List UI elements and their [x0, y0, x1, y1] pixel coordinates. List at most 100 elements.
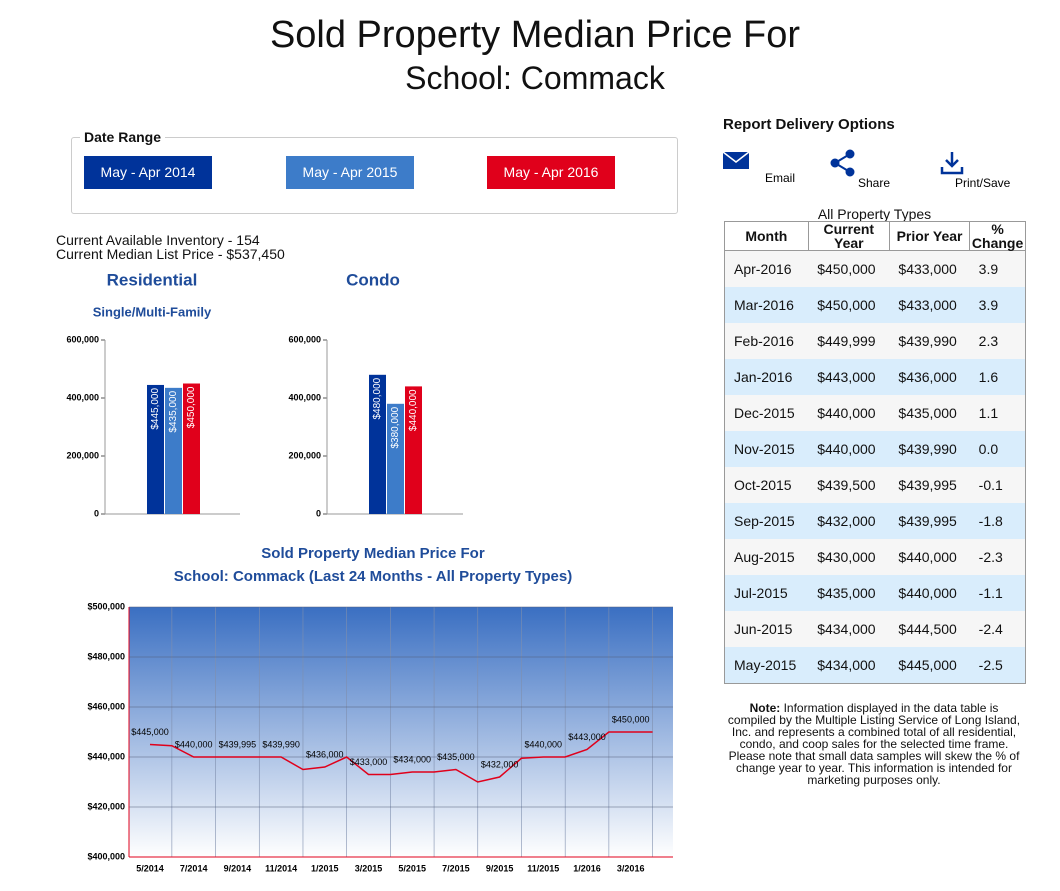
chart-title: Sold Property Median Price For [261, 545, 485, 562]
data-label: $436,000 [306, 749, 344, 759]
table-cell: Nov-2015 [724, 431, 809, 467]
y-tick-label: 600,000 [288, 334, 321, 344]
delivery-option[interactable]: Print/Save [955, 176, 1011, 190]
y-tick-label: $420,000 [87, 801, 125, 811]
table-cell: Oct-2015 [724, 467, 809, 503]
data-label: $439,995 [219, 739, 257, 749]
data-label: $433,000 [350, 757, 388, 767]
table-row: Nov-2015 $440,000 $439,990 0.0 [724, 431, 1026, 467]
delivery-option[interactable]: Share [858, 176, 890, 190]
y-tick-label: 600,000 [66, 334, 99, 344]
table-cell: $450,000 [808, 287, 890, 323]
bar [387, 403, 404, 514]
table-cell: $432,000 [808, 503, 890, 539]
y-tick-label: 200,000 [66, 450, 99, 460]
date-button[interactable]: May - Apr 2016 [487, 156, 615, 189]
bar [369, 374, 386, 514]
table-cell: $436,000 [889, 359, 970, 395]
y-tick-label: 200,000 [288, 450, 321, 460]
table-cell: $435,000 [889, 395, 970, 431]
bar [405, 386, 422, 514]
data-label: $434,000 [393, 754, 431, 764]
y-tick-label: $400,000 [87, 851, 125, 861]
bar-label: $435,000 [168, 390, 179, 432]
chart-title: Residential [107, 270, 198, 289]
table-cell: $440,000 [808, 431, 890, 467]
y-tick-label: 400,000 [288, 392, 321, 402]
table-row: Oct-2015 $439,500 $439,995 -0.1 [724, 467, 1026, 503]
bar-label: $440,000 [408, 389, 419, 431]
print-icon[interactable] [940, 152, 964, 175]
table-cell: Mar-2016 [724, 287, 809, 323]
column-header: Prior Year [888, 221, 971, 251]
date-button[interactable]: May - Apr 2014 [84, 156, 212, 189]
inventory: Current Available Inventory - 154 Current… [56, 233, 285, 261]
chart-subtitle: Single/Multi-Family [93, 304, 212, 319]
bar-label: $445,000 [150, 388, 161, 430]
table-cell: Dec-2015 [724, 395, 809, 431]
delivery-option[interactable]: Email [765, 171, 795, 185]
share-icon[interactable] [830, 149, 855, 177]
note-text: Information displayed in the data table … [727, 701, 1021, 787]
table-cell: -1.1 [969, 575, 1026, 611]
table-cell: $440,000 [889, 539, 970, 575]
data-table: Month Current Year Prior Year% Change Apr-2… [724, 221, 1026, 684]
data-label: $440,000 [525, 739, 563, 749]
x-tick-label: 11/2015 [527, 863, 559, 873]
table-cell: -0.1 [969, 467, 1026, 503]
table-cell: -2.5 [969, 647, 1026, 684]
data-label: $439,990 [262, 739, 300, 749]
data-label: $435,000 [437, 752, 475, 762]
chart-subtitle: School: Commack (Last 24 Months - All Pr… [174, 568, 572, 585]
email-icon[interactable] [722, 151, 750, 169]
y-tick-label: 0 [94, 508, 99, 518]
column-header: Month [724, 221, 809, 251]
table-row: May-2015 $434,000 $445,000 -2.5 [724, 647, 1026, 684]
table-row: Aug-2015 $430,000 $440,000 -2.3 [724, 539, 1026, 575]
x-tick-label: 9/2014 [224, 863, 252, 873]
table-cell: 3.9 [969, 250, 1026, 287]
table-cell: 3.9 [969, 287, 1026, 323]
x-tick-label: 9/2015 [486, 863, 514, 873]
table-row: Jun-2015 $434,000 $444,500 -2.4 [724, 611, 1026, 647]
data-label: $450,000 [612, 714, 650, 724]
x-tick-label: 5/2014 [136, 863, 164, 873]
y-tick-label: $460,000 [87, 701, 125, 711]
chart-title: Condo [346, 270, 400, 289]
table-cell: -2.4 [969, 611, 1026, 647]
table-cell: Aug-2015 [724, 539, 809, 575]
data-label: $440,000 [175, 739, 213, 749]
y-tick-label: $480,000 [87, 651, 125, 661]
x-tick-label: 1/2016 [573, 863, 601, 873]
date-button[interactable]: May - Apr 2015 [286, 156, 414, 189]
x-tick-label: 3/2015 [355, 863, 383, 873]
table-cell: $439,990 [889, 431, 970, 467]
table-cell: Jul-2015 [724, 575, 809, 611]
column-header: % Change [969, 221, 1026, 251]
table-cell: 2.3 [969, 323, 1026, 359]
table-cell: -1.8 [969, 503, 1026, 539]
bar-label: $380,000 [390, 406, 401, 448]
line-series [149, 731, 653, 783]
table-cell: 0.0 [969, 431, 1026, 467]
table-cell: 1.6 [969, 359, 1026, 395]
y-tick-label: 400,000 [66, 392, 99, 402]
table-cell: $449,999 [808, 323, 890, 359]
table-cell: $439,995 [889, 503, 970, 539]
table-row: Apr-2016 $450,000 $433,000 3.9 [724, 250, 1026, 287]
table-row: Dec-2015 $440,000 $435,000 1.1 [724, 395, 1026, 431]
x-tick-label: 5/2015 [398, 863, 426, 873]
y-tick-label: $500,000 [87, 601, 125, 611]
x-tick-label: 1/2015 [311, 863, 339, 873]
page-title: Sold Property Median Price For [269, 14, 801, 56]
table-row: Jan-2016 $443,000 $436,000 1.6 [724, 359, 1026, 395]
table-cell: $443,000 [808, 359, 890, 395]
table-cell: $430,000 [808, 539, 890, 575]
table-cell: Feb-2016 [724, 323, 809, 359]
delivery-icons: Email Share Print/Save [722, 149, 1011, 190]
table-cell: $439,995 [889, 467, 970, 503]
table-row: Feb-2016 $449,999 $439,990 2.3 [724, 323, 1026, 359]
charts: Residential Single/Multi-Family 0 200,000 40… [66, 270, 673, 873]
data-label: $445,000 [131, 727, 169, 737]
